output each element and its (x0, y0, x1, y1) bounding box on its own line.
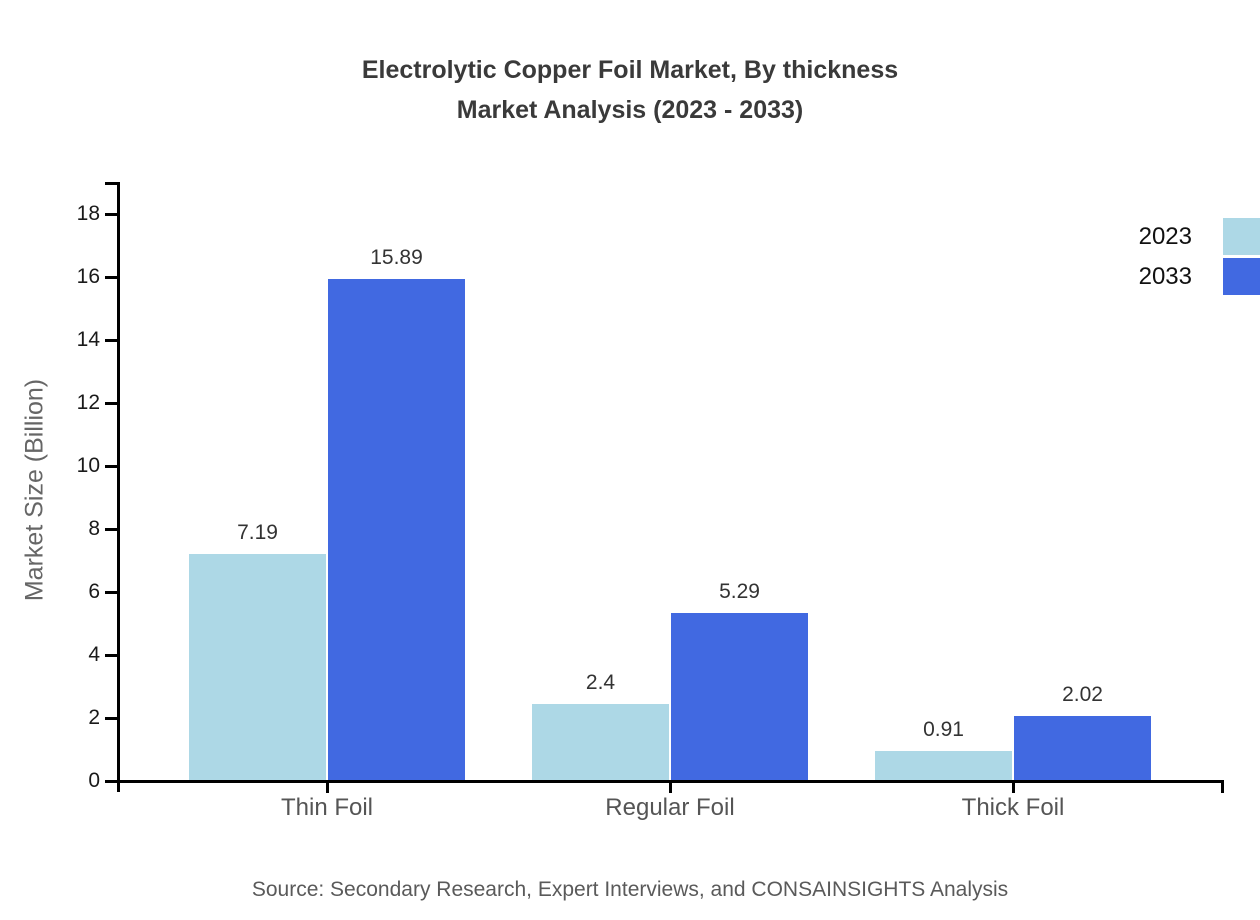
y-axis-line (117, 182, 120, 792)
y-tick-label: 2 (88, 706, 100, 729)
x-axis-tick (326, 780, 329, 793)
x-category-label: Thin Foil (280, 794, 374, 821)
x-category-label: Thick Foil (961, 794, 1065, 821)
y-axis-tick (105, 465, 117, 468)
y-axis-top-cap (105, 182, 117, 185)
bar-value-label: 7.19 (237, 521, 278, 544)
y-axis-tick (105, 402, 117, 405)
y-tick-label: 0 (88, 769, 100, 792)
x-axis-tick (1221, 780, 1224, 793)
legend-item: 2023 (1139, 218, 1260, 255)
source-note: Source: Secondary Research, Expert Inter… (251, 878, 1009, 901)
bar-2033-thin-foil (328, 279, 465, 780)
y-axis-tick (105, 654, 117, 657)
legend-label: 2033 (1138, 262, 1192, 290)
y-tick-label: 16 (76, 265, 100, 288)
bar-value-label: 0.91 (923, 718, 964, 741)
y-axis-tick (105, 276, 117, 279)
x-axis-tick (669, 780, 672, 793)
y-tick-label: 12 (76, 391, 100, 414)
y-axis-tick (105, 717, 117, 720)
bar-2033-regular-foil (671, 613, 808, 780)
y-tick-label: 4 (88, 643, 100, 666)
legend: 2023 2033 (1139, 218, 1260, 295)
y-tick-label: 18 (76, 202, 100, 225)
bar-value-label: 5.29 (719, 580, 760, 603)
bar-2023-thick-foil (875, 751, 1012, 780)
legend-swatch (1223, 218, 1260, 255)
chart-title: Electrolytic Copper Foil Market, By thic… (0, 50, 1260, 130)
bar-value-label: 2.02 (1062, 683, 1103, 706)
chart-title-line1: Electrolytic Copper Foil Market, By thic… (361, 56, 899, 84)
y-axis-tick (105, 213, 117, 216)
y-axis-tick (105, 780, 117, 783)
y-axis-tick (105, 339, 117, 342)
y-tick-label: 14 (76, 328, 100, 351)
bar-value-label: 15.89 (370, 246, 423, 269)
bar-value-label: 2.4 (585, 671, 616, 694)
bar-2023-thin-foil (189, 554, 326, 780)
chart-title-line2: Market Analysis (2023 - 2033) (456, 96, 804, 124)
y-axis-tick (105, 528, 117, 531)
x-axis-tick (1012, 780, 1015, 793)
legend-swatch (1223, 258, 1260, 295)
y-tick-label: 10 (76, 454, 100, 477)
y-axis-tick (105, 591, 117, 594)
bar-2023-regular-foil (532, 704, 669, 780)
x-category-label: Regular Foil (605, 794, 735, 821)
bar-2033-thick-foil (1014, 716, 1151, 780)
y-tick-label: 6 (88, 580, 100, 603)
legend-item: 2033 (1139, 258, 1260, 295)
y-tick-label: 8 (88, 517, 100, 540)
legend-label: 2023 (1138, 222, 1192, 250)
